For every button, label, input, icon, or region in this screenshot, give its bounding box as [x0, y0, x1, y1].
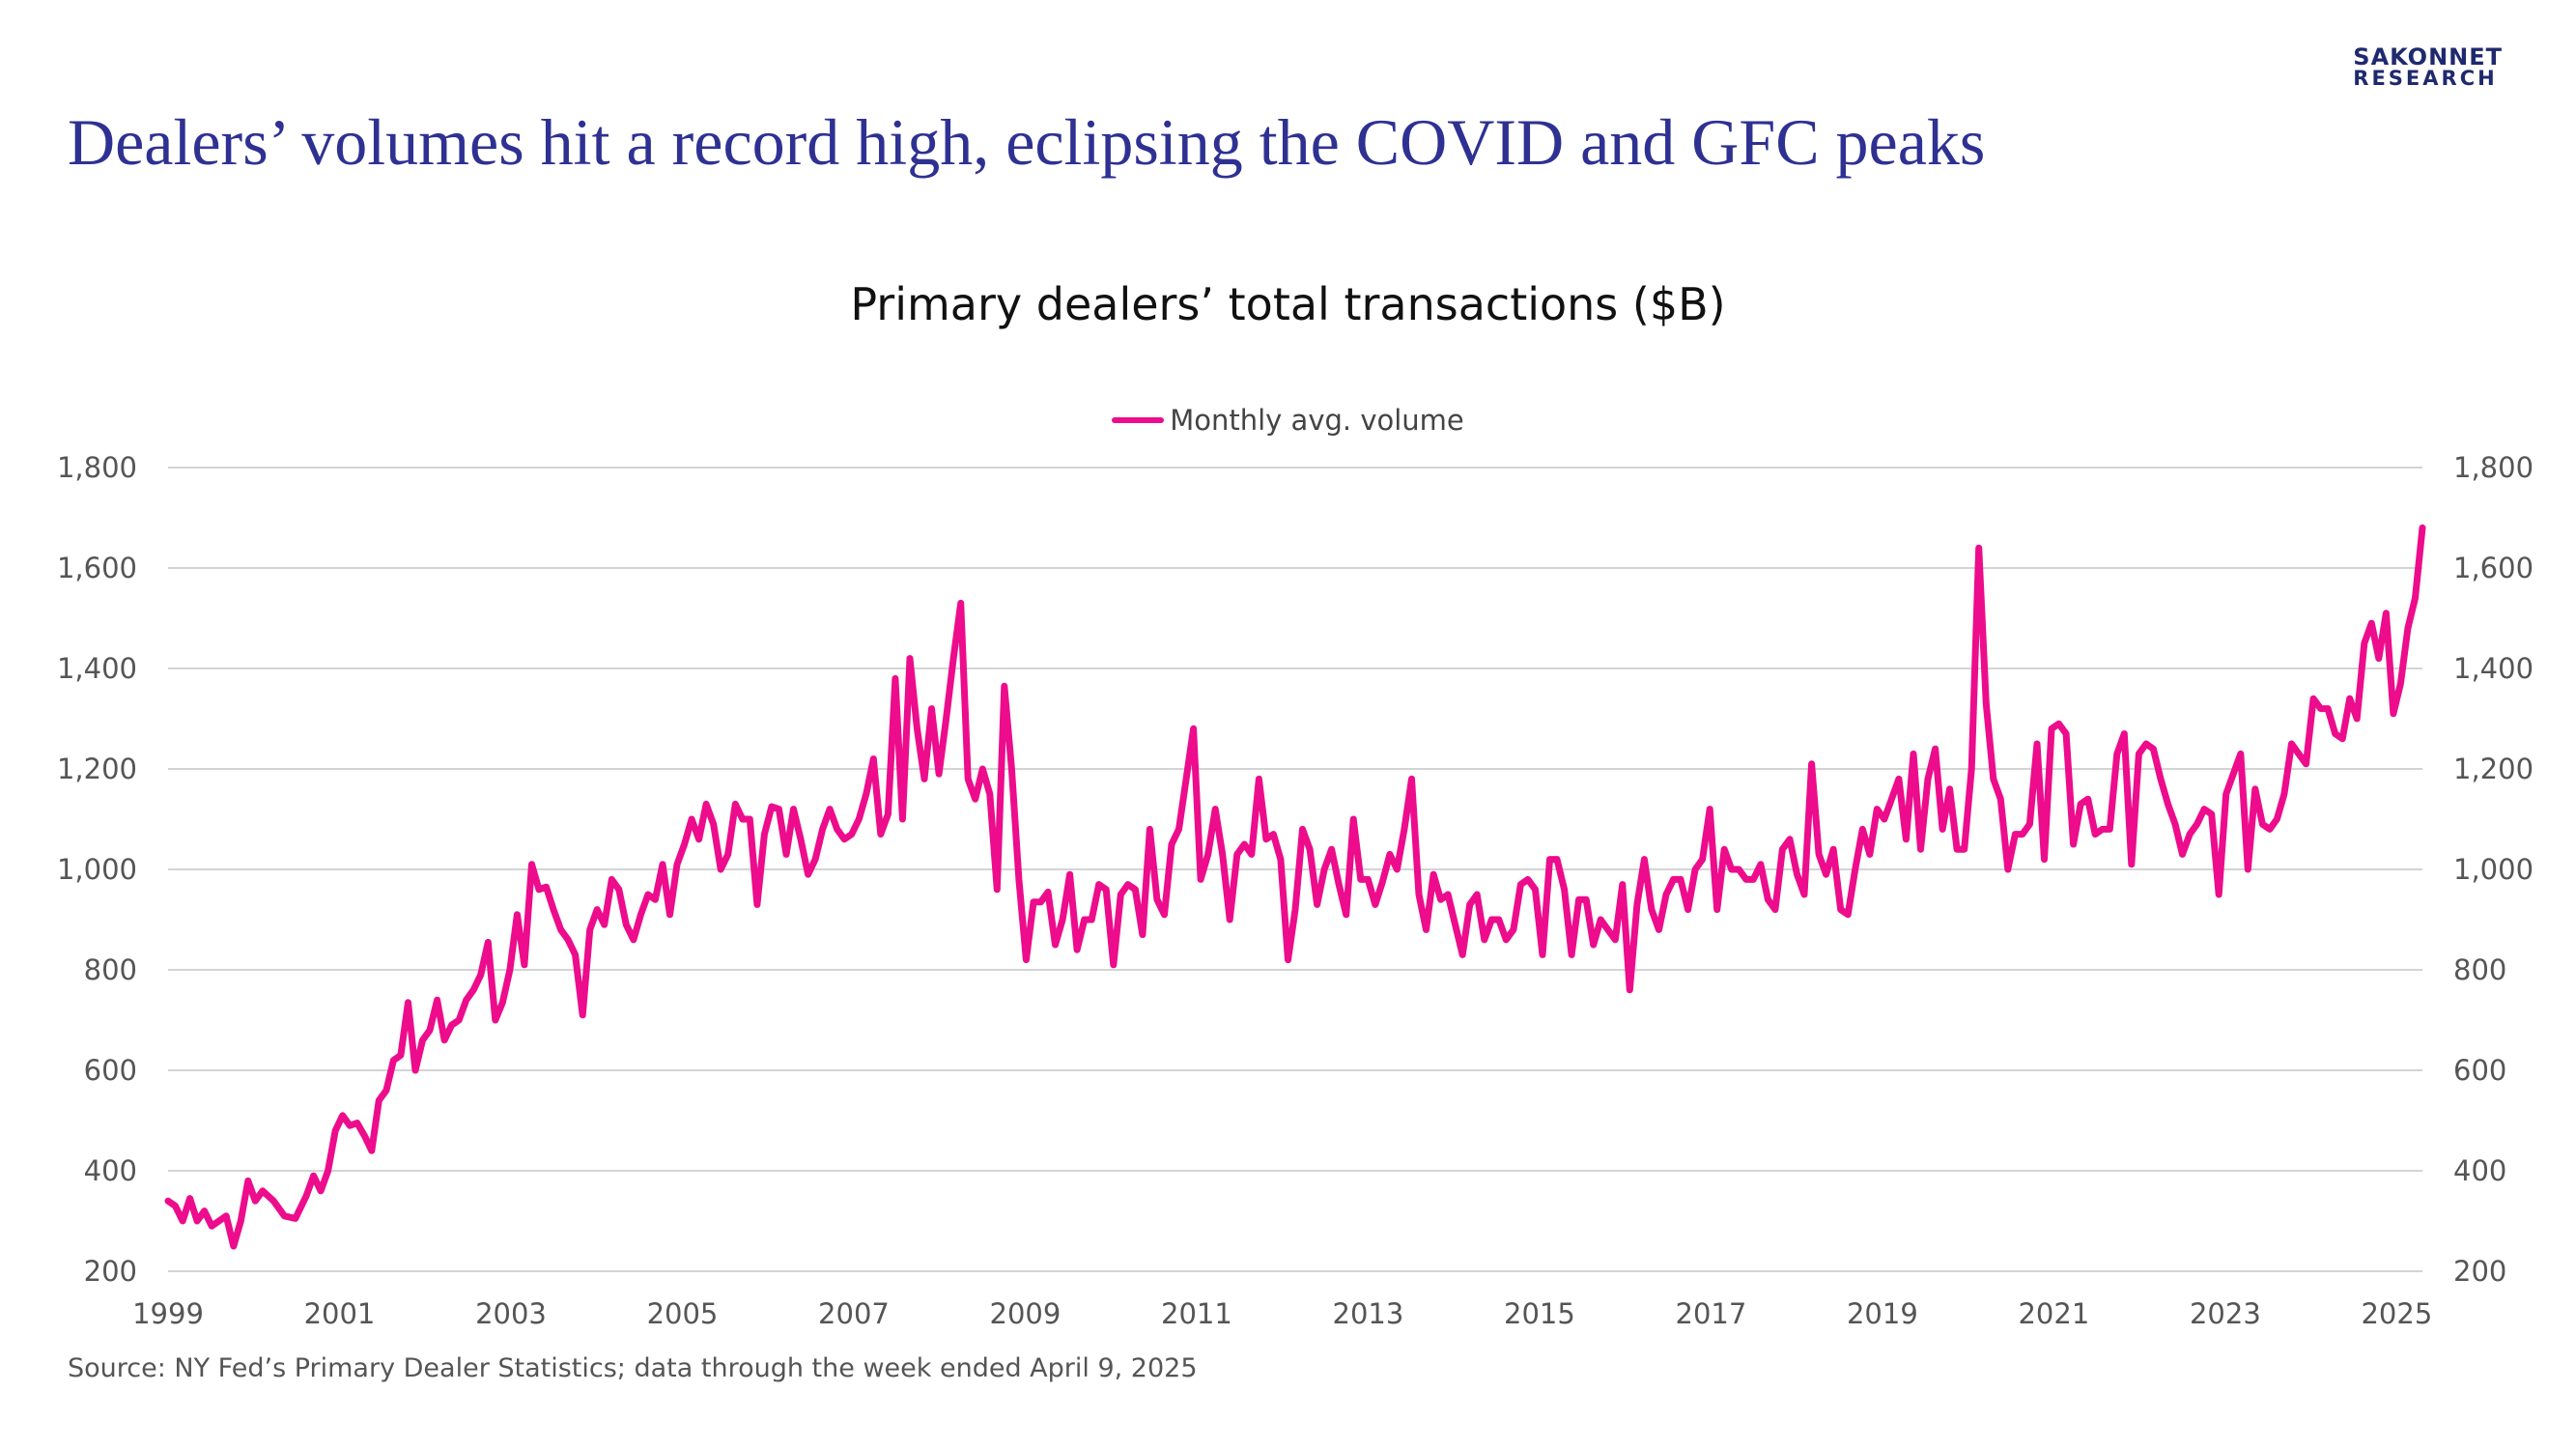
y-tick-label-right: 600	[2453, 1054, 2506, 1087]
x-tick-label: 2009	[990, 1297, 1062, 1330]
slide-headline: Dealers’ volumes hit a record high, ecli…	[68, 105, 1986, 179]
x-tick-label: 2005	[647, 1297, 719, 1330]
logo-line-2: RESEARCH	[2353, 67, 2498, 90]
y-tick-label-right: 1,400	[2453, 652, 2534, 685]
x-axis: 1999 2001 2003 2005 2007 2009 2011 2013 2015 2017…	[132, 1297, 2432, 1330]
x-tick-label: 2023	[2190, 1297, 2261, 1330]
x-tick-label: 2007	[818, 1297, 890, 1330]
y-tick-label-left: 800	[84, 953, 137, 986]
y-tick-label-left: 1,600	[57, 552, 137, 584]
y-axis-right: 200 400 600 800 1,000 1,200 1,400 1,600 1,800	[2453, 451, 2534, 1288]
y-tick-label-left: 1,200	[57, 753, 137, 785]
x-tick-label: 1999	[132, 1297, 204, 1330]
y-tick-label-left: 1,800	[57, 451, 137, 484]
logo-line-1: SAKONNET	[2353, 43, 2503, 71]
y-tick-label-right: 1,200	[2453, 753, 2534, 785]
y-tick-label-right: 200	[2453, 1255, 2506, 1288]
series-line-monthly-avg-volume	[164, 524, 2426, 1250]
y-tick-label-left: 1,400	[57, 652, 137, 685]
x-tick-label: 2001	[304, 1297, 376, 1330]
y-tick-label-right: 1,600	[2453, 552, 2534, 584]
x-tick-label: 2019	[1847, 1297, 1918, 1330]
y-tick-label-right: 1,000	[2453, 853, 2534, 886]
x-tick-label: 2017	[1676, 1297, 1747, 1330]
sakonnet-research-logo: SAKONNET RESEARCH	[2353, 43, 2503, 90]
chart-legend: Monthly avg. volume	[0, 404, 2576, 437]
y-tick-label-left: 600	[84, 1054, 137, 1087]
y-axis-left: 200 400 600 800 1,000 1,200 1,400 1,600 1,800	[57, 451, 137, 1288]
x-tick-label: 2015	[1504, 1297, 1575, 1330]
y-tick-label-right: 1,800	[2453, 451, 2534, 484]
series-layer	[164, 524, 2426, 1250]
y-tick-label-left: 200	[84, 1255, 137, 1288]
legend-label: Monthly avg. volume	[1170, 404, 1464, 437]
x-tick-label: 2013	[1333, 1297, 1404, 1330]
x-tick-label: 2011	[1161, 1297, 1232, 1330]
x-tick-label: 2025	[2361, 1297, 2432, 1330]
y-tick-label-right: 800	[2453, 953, 2506, 986]
y-tick-label-left: 400	[84, 1154, 137, 1187]
legend-swatch	[1112, 417, 1165, 423]
y-tick-label-left: 1,000	[57, 853, 137, 886]
source-note: Source: NY Fed’s Primary Dealer Statisti…	[68, 1353, 1198, 1383]
y-tick-label-right: 400	[2453, 1154, 2506, 1187]
x-tick-label: 2003	[475, 1297, 547, 1330]
gridlines	[168, 467, 2422, 1272]
x-tick-label: 2021	[2018, 1297, 2089, 1330]
chart-title: Primary dealers’ total transactions ($B)	[850, 278, 1726, 330]
